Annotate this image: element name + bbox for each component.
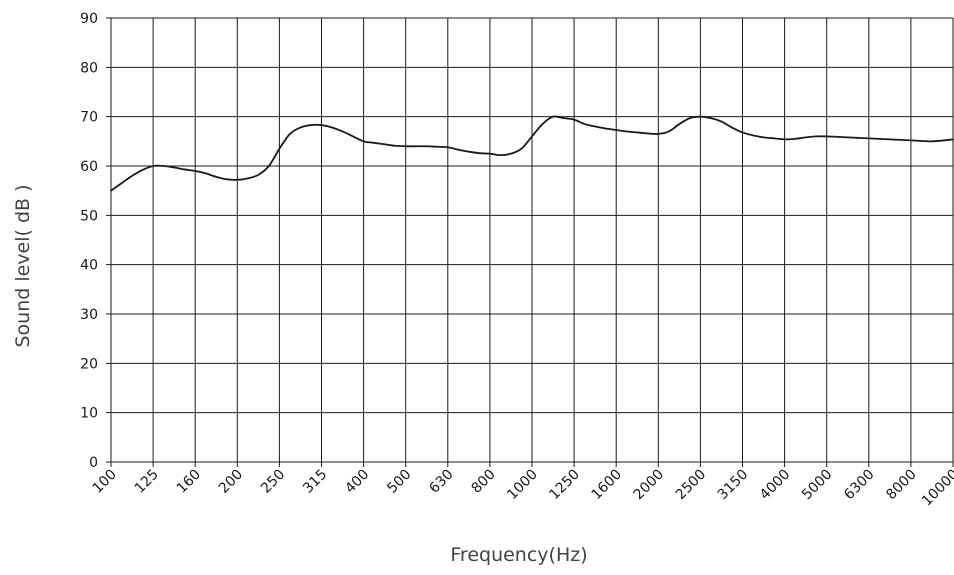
y-tick-labels: 0 10 20 30 40 50 60 70 80 90 bbox=[80, 11, 98, 471]
x-tick-label: 5000 bbox=[799, 467, 836, 504]
y-tick-label: 0 bbox=[89, 455, 98, 471]
y-tick-label: 80 bbox=[80, 60, 98, 76]
x-tick-label: 250 bbox=[258, 467, 288, 497]
x-tick-label: 8000 bbox=[883, 467, 920, 504]
x-tick-label: 1000 bbox=[504, 467, 541, 504]
x-tick-label: 800 bbox=[469, 467, 499, 497]
grid bbox=[106, 18, 953, 467]
y-tick-label: 90 bbox=[80, 11, 98, 27]
x-tick-label: 160 bbox=[174, 467, 204, 497]
x-tick-label: 4000 bbox=[757, 467, 794, 504]
x-tick-labels: 100 125 160 200 250 315 400 500 630 800 1000 1250 16… bbox=[90, 467, 954, 510]
x-tick-label: 200 bbox=[216, 467, 246, 497]
x-tick-label: 500 bbox=[384, 467, 414, 497]
x-tick-label: 315 bbox=[300, 467, 330, 497]
y-tick-label: 10 bbox=[80, 406, 98, 422]
x-tick-label: 6300 bbox=[841, 467, 878, 504]
x-tick-label: 1250 bbox=[546, 467, 583, 504]
x-tick-label: 630 bbox=[426, 467, 456, 497]
y-tick-label: 30 bbox=[80, 307, 98, 323]
y-tick-label: 60 bbox=[80, 159, 98, 175]
x-tick-label: 10000 bbox=[919, 467, 954, 510]
x-tick-label: 2000 bbox=[631, 467, 668, 504]
y-tick-label: 20 bbox=[80, 356, 98, 372]
x-tick-label: 125 bbox=[132, 467, 162, 497]
x-tick-label: 100 bbox=[90, 467, 120, 497]
y-axis-title: Sound level( dB ) bbox=[12, 184, 34, 347]
x-tick-label: 400 bbox=[342, 467, 372, 497]
x-tick-label: 2500 bbox=[673, 467, 710, 504]
x-tick-label: 3150 bbox=[715, 467, 752, 504]
y-tick-label: 50 bbox=[80, 208, 98, 224]
x-axis-title: Frequency(Hz) bbox=[450, 544, 587, 566]
y-tick-label: 70 bbox=[80, 110, 98, 126]
y-tick-label: 40 bbox=[80, 258, 98, 274]
x-tick-label: 1600 bbox=[589, 467, 626, 504]
